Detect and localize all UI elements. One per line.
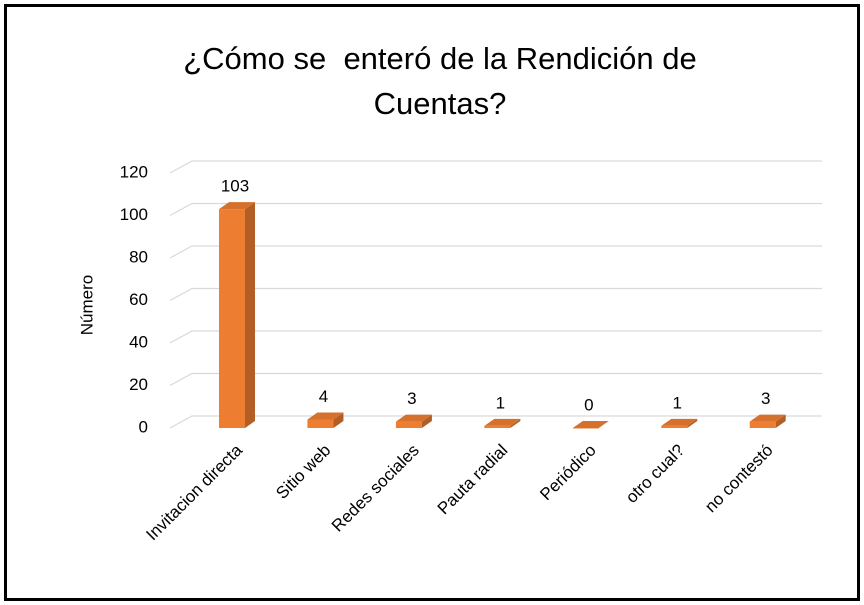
bar-top [219, 202, 255, 210]
y-axis-title: Número [77, 275, 96, 335]
x-tick-label: Periódico [536, 441, 600, 505]
bar-side [245, 202, 255, 428]
data-label: 3 [407, 389, 416, 408]
bar-top [395, 414, 432, 422]
data-label: 1 [496, 393, 505, 412]
y-tick-label: 120 [120, 162, 148, 181]
data-label: 1 [673, 393, 682, 412]
y-tick-label: 80 [129, 247, 148, 266]
bar-side [421, 414, 432, 428]
bar [661, 418, 698, 428]
grid-line [169, 245, 822, 259]
data-label: 0 [584, 395, 593, 414]
data-label: 103 [221, 177, 249, 196]
grid-line [169, 415, 822, 429]
data-label: 4 [319, 387, 328, 406]
bar [572, 421, 609, 429]
frame [4, 4, 860, 601]
y-tick-label: 60 [129, 290, 148, 309]
bar-top [572, 421, 609, 428]
bar-side [510, 418, 521, 428]
bar-side [687, 418, 698, 428]
bar-front [749, 421, 776, 428]
bar-front [219, 209, 245, 428]
bar-front [661, 425, 688, 428]
data-label: 3 [761, 389, 770, 408]
y-tick-label: 20 [129, 375, 148, 394]
bar [219, 202, 255, 428]
x-tick-label: Invitacion directa [142, 440, 246, 544]
x-tick-label: otro cual? [622, 441, 688, 507]
grid-line [169, 372, 822, 387]
y-tick-label: 0 [139, 417, 148, 436]
bar-top [749, 414, 786, 422]
x-tick-label: Redes sociales [328, 441, 423, 536]
grid-line [169, 330, 822, 344]
bar-top [307, 412, 344, 420]
bar-side [333, 412, 344, 428]
bar-top [484, 418, 521, 426]
bar [484, 418, 521, 428]
chart-title: ¿Cómo se enteró de la Rendición de Cuent… [183, 41, 706, 121]
bar-top [661, 418, 698, 426]
x-tick-label: no contestó [701, 441, 777, 517]
x-tick-label: Sitio web [272, 441, 334, 503]
y-tick-label: 100 [120, 205, 148, 224]
bar [395, 414, 432, 428]
bar-front [395, 421, 422, 428]
bar-side [775, 414, 786, 428]
grid-line [169, 287, 822, 302]
bar-front [484, 425, 511, 428]
y-tick-label: 40 [129, 332, 148, 351]
grid-line [169, 160, 822, 174]
grid-line [169, 202, 822, 217]
bar-front [572, 428, 599, 429]
bar-front [307, 419, 334, 428]
bar [749, 414, 786, 428]
bar [307, 412, 344, 428]
x-tick-label: Pauta radial [434, 441, 512, 519]
